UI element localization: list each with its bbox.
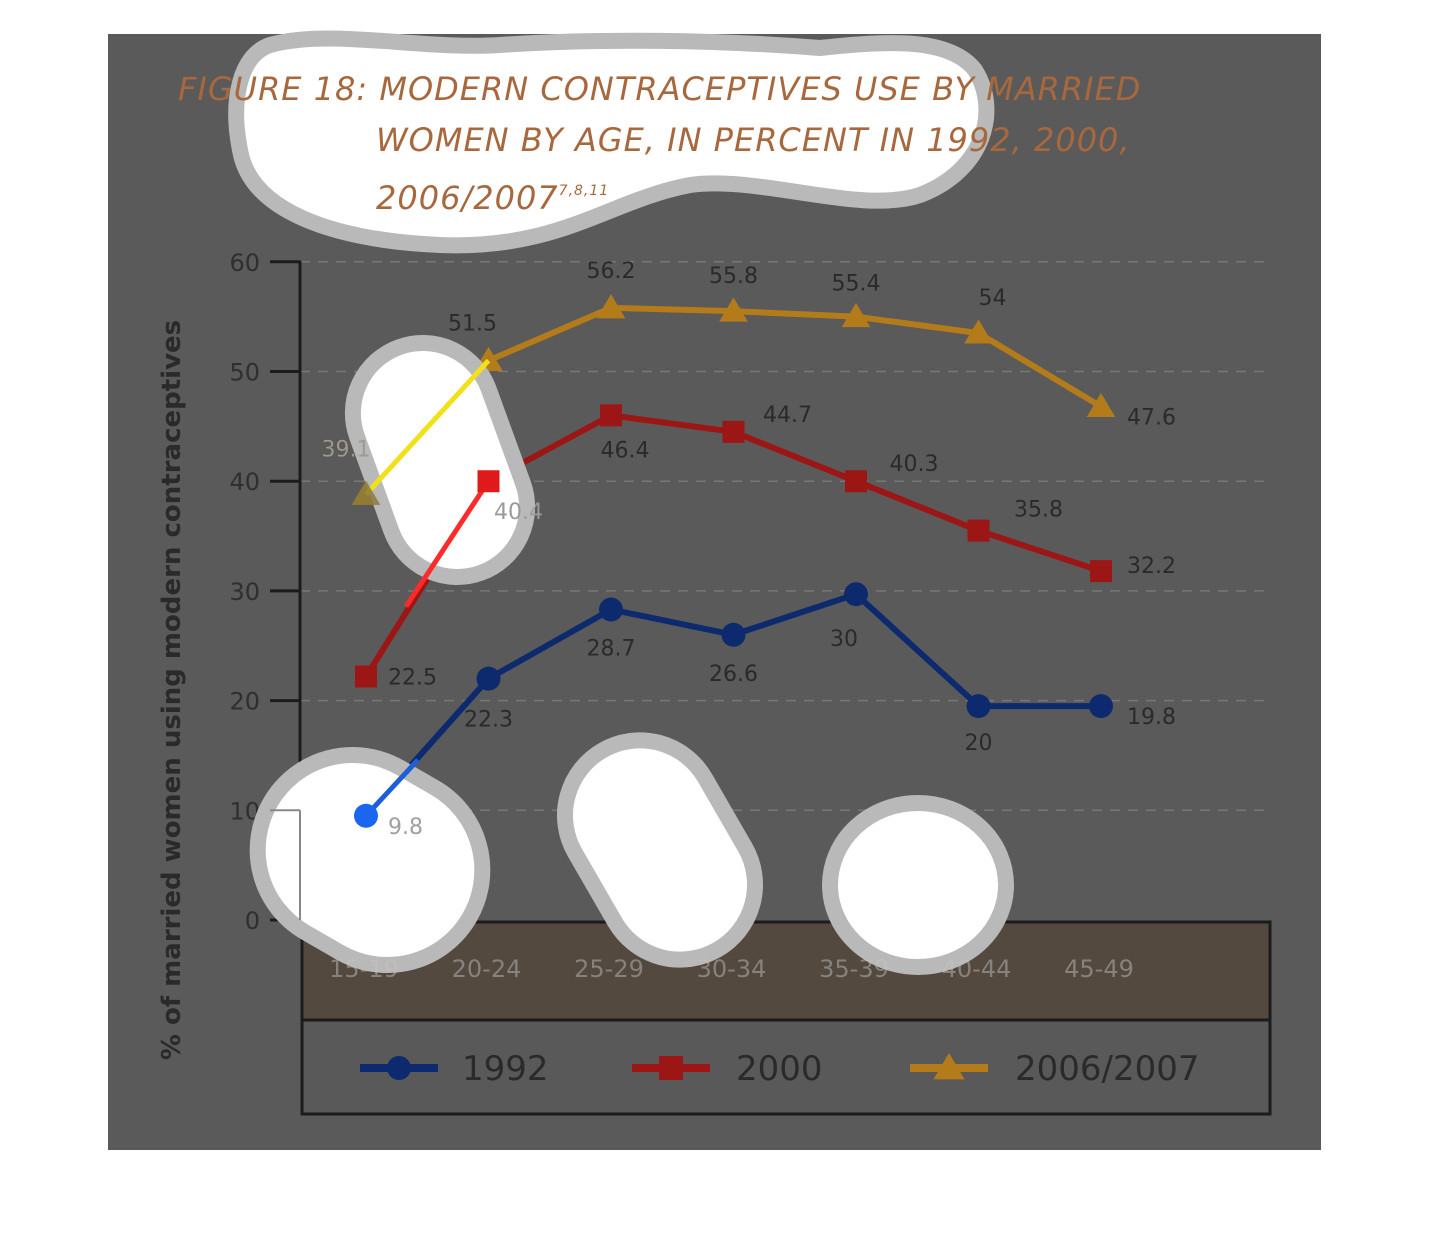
- highlight-blob-3: [557, 732, 763, 968]
- point-2006-2007-30-34: [719, 297, 748, 322]
- faint-x-label-35-39: 35-39: [819, 955, 889, 983]
- figure-title: FIGURE 18: MODERN CONTRACEPTIVES USE BY …: [178, 64, 1178, 224]
- highlight-marker-1992-first: [354, 803, 378, 828]
- data-label-2006-2007-45-49: 47.6: [1127, 406, 1176, 431]
- y-tick-label-50: 50: [229, 359, 260, 387]
- data-label-1992-25-29: 28.7: [587, 637, 636, 662]
- point-2000-45-49: [1090, 560, 1112, 583]
- highlight-segments: 9.8 39.1 40.4 15-19 20-24 25-29 30-34 35-39 40-4…: [270, 358, 1134, 983]
- point-1992-35-39: [844, 582, 868, 607]
- faint-x-label-45-49: 45-49: [1064, 955, 1134, 983]
- highlight-segment-2006: [364, 358, 491, 497]
- point-1992-25-29: [599, 597, 623, 622]
- title-cloud-highlight: [228, 30, 995, 254]
- faint-x-label-15-19: 15-19: [329, 955, 399, 983]
- point-2000-15-19: [355, 665, 377, 688]
- y-tick-label-30: 30: [229, 578, 260, 606]
- point-2000-35-39: [845, 470, 867, 493]
- data-label-1992-20-24: 22.3: [464, 708, 513, 733]
- legend: 1992 2000 2006/2007: [360, 1049, 1200, 1089]
- point-1992-20-24: [476, 666, 501, 691]
- x-tick-label-20-24: 20-24: [452, 955, 522, 983]
- y-tick-label-20: 20: [229, 688, 260, 716]
- data-label-2006-2007-25-29: 56.2: [587, 259, 636, 284]
- x-tick-label-45-49: 45-49: [1064, 955, 1134, 983]
- highlight-label-2006-first: 39.1: [322, 437, 371, 462]
- y-tick-label-0: 0: [245, 907, 260, 935]
- faint-x-label-40-44: 40-44: [942, 955, 1012, 983]
- highlight-label-1992-first: 9.8: [388, 815, 423, 840]
- point-2006-2007-40-44: [964, 319, 993, 344]
- y-axis-label: % of married women using modern contrace…: [157, 320, 187, 1060]
- point-2000-30-34: [722, 420, 745, 443]
- highlight-blobs: [228, 30, 1014, 975]
- title-references: 7,8,11: [558, 183, 610, 199]
- data-label-2006-2007-20-24: 51.5: [448, 312, 497, 337]
- title-line-3-text: 2006/2007: [376, 179, 559, 217]
- faint-x-label-20-24: 20-24: [452, 955, 522, 983]
- point-2006-2007-25-29: [596, 294, 626, 319]
- data-label-2006-2007-35-39: 55.4: [832, 272, 881, 297]
- data-label-2006-2007-40-44: 54: [979, 286, 1007, 311]
- legend-marker-2006-2007: [933, 1053, 965, 1080]
- data-label-2000-40-44: 35.8: [1014, 498, 1063, 523]
- point-1992-45-49: [1089, 694, 1113, 719]
- highlight-segment-2000: [403, 479, 491, 608]
- faint-x-label-30-34: 30-34: [697, 955, 767, 983]
- y-tick-label-60: 60: [229, 249, 260, 277]
- data-label-2000-15-19: 22.5: [388, 665, 437, 690]
- point-2000-25-29: [600, 404, 622, 427]
- title-line-1: FIGURE 18: MODERN CONTRACEPTIVES USE BY …: [178, 70, 1142, 108]
- highlight-label-2000-second: 40.4: [494, 500, 543, 525]
- data-label-2006-2007-30-34: 55.8: [709, 264, 758, 289]
- data-label-1992-45-49: 19.8: [1127, 705, 1176, 730]
- point-2006-2007-35-39: [841, 302, 871, 328]
- highlight-marker-2006-first: [351, 480, 381, 505]
- legend-box: [300, 1018, 1272, 1116]
- legend-marker-1992: [387, 1056, 411, 1080]
- data-label-2000-30-34: 44.7: [763, 403, 812, 428]
- point-2000-40-44: [967, 519, 990, 542]
- highlight-segment-1992: [364, 758, 420, 818]
- legend-marker-2000: [659, 1056, 683, 1080]
- highlight-blob-4: [822, 795, 1014, 975]
- legend-label-1992: 1992: [462, 1049, 549, 1089]
- title-line-3: 2006/20077,8,11: [178, 166, 1178, 224]
- legend-label-2000: 2000: [736, 1049, 823, 1089]
- data-label-2000-25-29: 46.4: [601, 438, 650, 463]
- data-label-2000-35-39: 40.3: [890, 452, 939, 477]
- point-2006-2007-45-49: [1086, 392, 1116, 418]
- data-label-1992-30-34: 26.6: [709, 662, 758, 687]
- data-label-2000-45-49: 32.2: [1127, 554, 1176, 579]
- data-label-1992-40-44: 20: [965, 731, 993, 756]
- highlight-blob-2: [249, 747, 491, 973]
- data-label-1992-35-39: 30: [830, 627, 858, 652]
- faint-x-label-25-29: 25-29: [574, 955, 644, 983]
- x-tick-label-25-29: 25-29: [574, 955, 644, 983]
- title-line-2: WOMEN BY AGE, IN PERCENT IN 1992, 2000,: [376, 121, 1131, 159]
- legend-label-2006-2007: 2006/2007: [1015, 1049, 1200, 1089]
- highlight-marker-2000-second: [477, 470, 500, 493]
- point-1992-40-44: [966, 694, 991, 719]
- point-1992-30-34: [721, 622, 746, 647]
- y-tick-label-40: 40: [229, 468, 260, 496]
